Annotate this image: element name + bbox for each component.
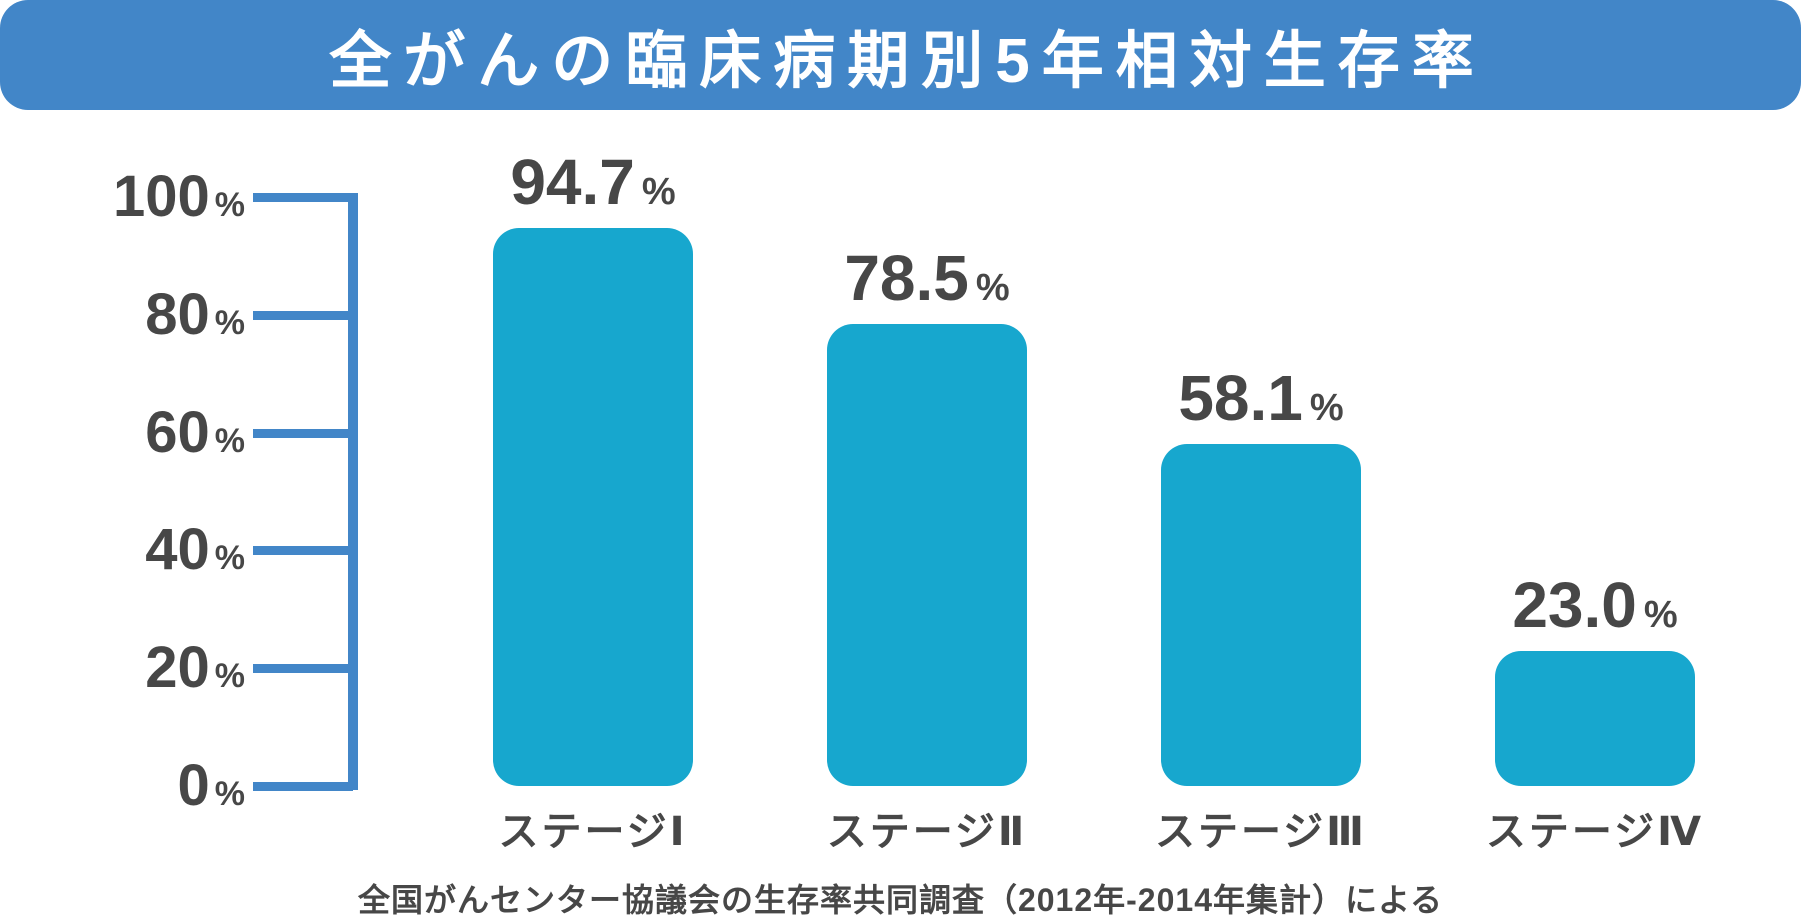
y-tick-mark-40 xyxy=(253,546,353,555)
percent-sign: % xyxy=(214,539,245,577)
value-label-stage-2: 78.5% xyxy=(677,246,1177,310)
y-tick-mark-80 xyxy=(253,311,353,320)
y-tick-number: 20 xyxy=(145,635,210,700)
percent-sign: % xyxy=(1643,594,1678,636)
category-label-stage-1: ステージⅠ xyxy=(498,810,688,854)
percent-sign: % xyxy=(214,657,245,695)
y-tick-number: 60 xyxy=(145,400,210,465)
y-tick-mark-20 xyxy=(253,664,353,673)
y-tick-label-40: 40% xyxy=(40,514,245,586)
percent-sign: % xyxy=(641,171,676,213)
percent-sign: % xyxy=(214,775,245,813)
bar-stage-3 xyxy=(1161,444,1361,786)
y-tick-label-60: 60% xyxy=(40,397,245,469)
percent-sign: % xyxy=(214,186,245,224)
value-label-stage-1: 94.7% xyxy=(343,150,843,214)
title-banner: 全がんの臨床病期別5年相対生存率 xyxy=(0,0,1801,110)
category-label-stage-2: ステージⅡ xyxy=(826,810,1028,854)
source-note: 全国がんセンター協議会の生存率共同調査（2012年-2014年集計）による xyxy=(357,882,1444,918)
value-number: 78.5 xyxy=(844,242,969,314)
y-axis-line xyxy=(348,193,358,790)
percent-sign: % xyxy=(975,267,1010,309)
percent-sign: % xyxy=(214,422,245,460)
value-number: 23.0 xyxy=(1512,569,1637,641)
value-number: 94.7 xyxy=(510,146,635,218)
value-label-stage-3: 58.1% xyxy=(1011,366,1511,430)
y-tick-number: 40 xyxy=(145,517,210,582)
percent-sign: % xyxy=(1309,387,1344,429)
y-tick-label-20: 20% xyxy=(40,632,245,704)
plot-area: 94.7% 78.5% 58.1% 23.0% xyxy=(0,150,1801,786)
category-label-stage-3: ステージⅢ xyxy=(1154,810,1367,854)
y-tick-label-80: 80% xyxy=(40,279,245,351)
bar-stage-4 xyxy=(1495,651,1695,786)
y-tick-number: 100 xyxy=(112,164,210,229)
bar-stage-2 xyxy=(827,324,1027,786)
y-tick-number: 0 xyxy=(177,753,210,818)
y-tick-label-100: 100% xyxy=(40,161,245,233)
value-label-stage-4: 23.0% xyxy=(1345,573,1801,637)
y-tick-mark-0 xyxy=(253,782,353,791)
y-tick-label-0: 0% xyxy=(40,750,246,822)
y-tick-number: 80 xyxy=(145,282,210,347)
chart-title: 全がんの臨床病期別5年相対生存率 xyxy=(329,27,1486,96)
category-label-stage-4: ステージⅣ xyxy=(1485,810,1705,854)
y-tick-mark-100 xyxy=(253,193,353,202)
y-tick-mark-60 xyxy=(253,429,353,438)
percent-sign: % xyxy=(214,304,245,342)
value-number: 58.1 xyxy=(1178,362,1303,434)
bar-stage-1 xyxy=(493,228,693,786)
